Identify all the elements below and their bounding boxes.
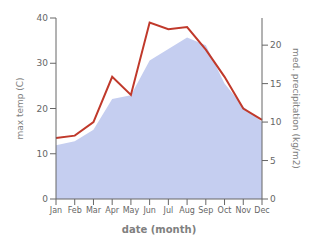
svg-text:15: 15 [270, 79, 281, 89]
svg-text:10: 10 [37, 149, 49, 159]
svg-text:40: 40 [37, 13, 49, 23]
svg-text:date (month): date (month) [122, 224, 196, 235]
svg-text:5: 5 [270, 156, 276, 166]
svg-text:10: 10 [270, 117, 282, 127]
svg-text:20: 20 [37, 104, 49, 114]
svg-text:max temp (C): max temp (C) [15, 77, 25, 139]
svg-text:20: 20 [270, 40, 282, 50]
svg-text:Dec: Dec [254, 206, 269, 215]
svg-text:Jan: Jan [49, 206, 62, 215]
svg-text:Mar: Mar [86, 206, 102, 215]
svg-text:0: 0 [270, 194, 276, 204]
svg-text:med. precipitation (kg/m2): med. precipitation (kg/m2) [291, 48, 301, 169]
svg-text:Jul: Jul [163, 206, 174, 215]
svg-text:Feb: Feb [68, 206, 82, 215]
svg-text:Apr: Apr [105, 206, 120, 215]
svg-text:Sep: Sep [198, 206, 213, 215]
svg-text:0: 0 [42, 194, 48, 204]
svg-text:Nov: Nov [235, 206, 251, 215]
svg-text:Jun: Jun [142, 206, 156, 215]
svg-text:Aug: Aug [179, 206, 195, 215]
svg-text:30: 30 [37, 58, 49, 68]
svg-text:Oct: Oct [218, 206, 232, 215]
svg-text:May: May [123, 206, 140, 215]
